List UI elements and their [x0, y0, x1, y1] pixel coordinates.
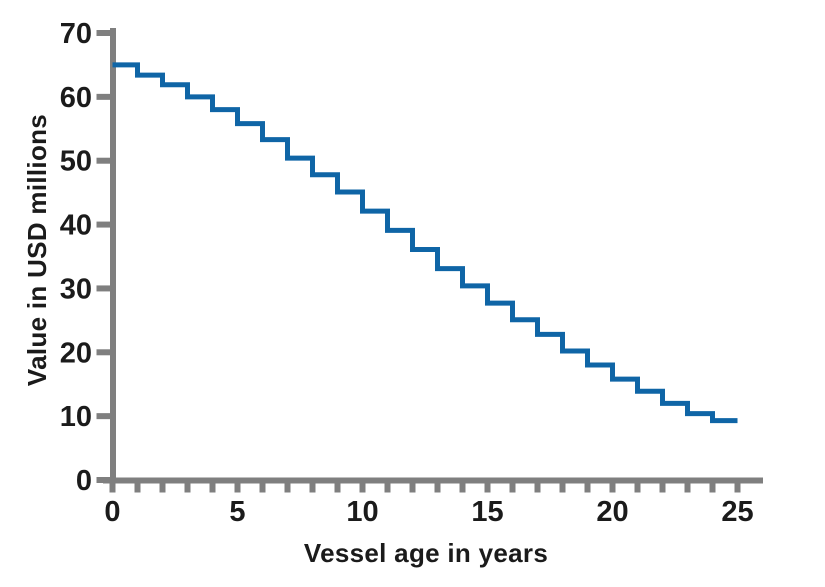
y-tick-label: 0: [76, 465, 92, 497]
x-tick-label: 20: [596, 496, 628, 528]
x-tick-label: 15: [471, 496, 503, 528]
y-tick-label: 30: [60, 273, 92, 305]
x-axis-title: Vessel age in years: [303, 538, 549, 568]
y-tick-label: 60: [60, 82, 92, 114]
y-tick-label: 20: [60, 337, 92, 369]
y-axis-title: Value in USD millions: [22, 113, 52, 387]
y-tick-label: 70: [60, 18, 92, 50]
step-line-path: [112, 62, 738, 424]
x-tick-label: 5: [229, 496, 245, 528]
y-tick-label: 10: [60, 401, 92, 433]
x-tick-label: 10: [346, 496, 378, 528]
x-tick-label: 0: [104, 496, 120, 528]
x-tick-label: 25: [721, 496, 753, 528]
y-tick-label: 50: [60, 146, 92, 178]
y-tick-label: 40: [60, 210, 92, 242]
